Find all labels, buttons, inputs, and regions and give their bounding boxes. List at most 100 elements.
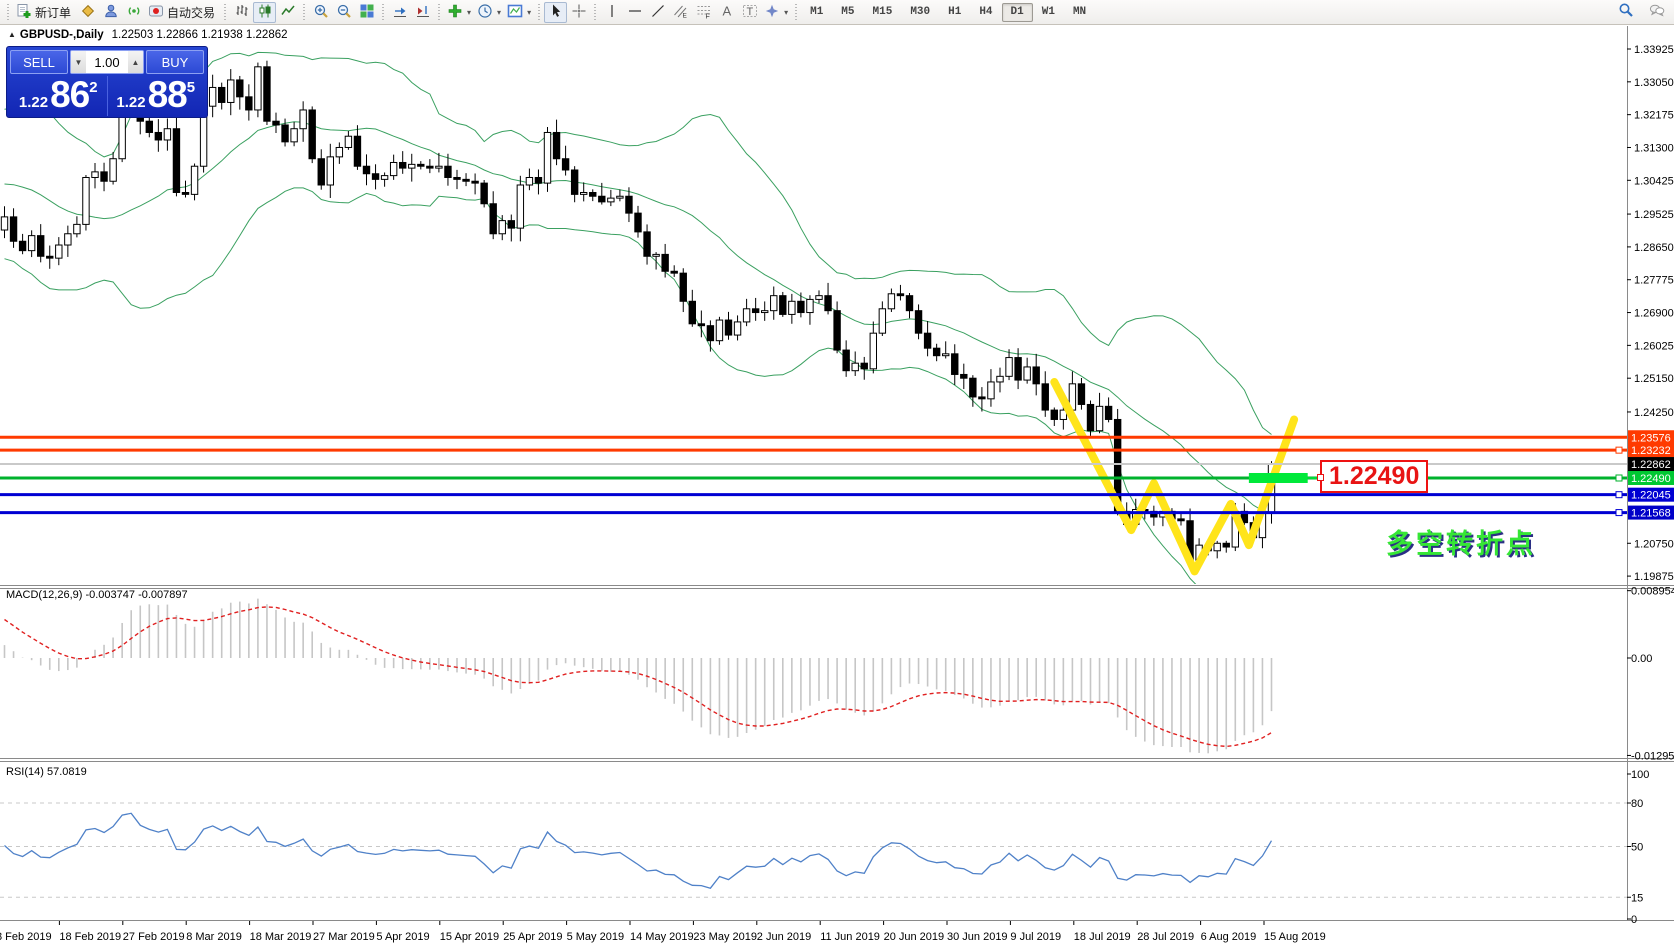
toolbar-grip[interactable] [593,4,598,20]
toolbar-grip[interactable] [437,4,442,20]
date-tick-label: 15 Aug 2019 [1264,931,1326,943]
dropdown-caret-icon: ▾ [467,7,472,17]
candlestick-chart-button[interactable] [253,1,277,23]
rsi-indicator-label: RSI(14) 57.0819 [6,766,87,778]
market-watch-button[interactable] [76,2,99,23]
timeframe-h4-button[interactable]: H4 [970,3,1001,22]
candle-body [317,158,325,186]
crosshair-button[interactable] [567,2,590,23]
indicators-button[interactable]: ▾ [444,2,474,23]
trendline-icon [650,3,666,22]
candle-body [688,300,696,325]
equidistant-channel-button[interactable]: E [669,2,692,23]
fibonacci-button[interactable]: F [692,2,715,23]
periods-button[interactable]: ▾ [474,2,504,23]
tile-windows-button[interactable] [355,2,378,23]
data-window-button[interactable] [99,2,122,23]
bollinger-upper-band [4,51,1272,435]
line-handle[interactable] [1615,474,1623,482]
sell-price[interactable]: 1.22 86 2 [18,74,98,115]
toolbar-grip[interactable] [381,4,386,20]
toolbar-grip[interactable] [794,4,799,20]
volume-increase-button[interactable]: ▲ [128,51,143,73]
bar-chart-button[interactable] [230,2,253,23]
auto-trading-button[interactable]: 自动交易 [145,2,220,23]
candle-body [851,362,859,372]
volume-input[interactable] [86,51,128,73]
date-tick-label: 25 Apr 2019 [503,931,562,943]
candle-body [263,66,271,122]
timeframe-m30-button[interactable]: M30 [901,3,939,22]
signals-button[interactable] [122,2,145,23]
zoom-out-icon [336,3,352,22]
candle-body [1032,366,1040,385]
text-button[interactable]: A [715,2,738,23]
data-window-icon [103,3,119,22]
arrows-button[interactable]: ▾ [761,2,791,23]
toolbar-grip[interactable] [537,4,542,20]
time-axis[interactable]: 8 Feb 2019 18 Feb 2019 27 Feb 2019 8 Mar 20… [0,921,1326,943]
line-handle[interactable] [1615,491,1623,499]
timeframe-mn-button[interactable]: MN [1064,3,1095,22]
trendline-button[interactable] [646,2,669,23]
turning-point-annotation[interactable]: 多空转折点 [1386,529,1536,559]
toolbar-grip[interactable] [223,4,228,20]
candle-body [996,375,1004,383]
zoom-out-button[interactable] [332,2,355,23]
candle-body [679,272,687,302]
toolbar-grip[interactable] [302,4,307,20]
candle-body [426,165,434,169]
market-watch-icon [80,3,96,22]
vertical-line-button[interactable] [600,2,623,23]
candle-body [652,253,660,257]
new-order-icon [16,3,32,22]
candle-body [100,171,108,182]
price-tag [1628,430,1674,445]
collapse-panel-icon[interactable]: ▲ [8,30,16,39]
timeframe-m15-button[interactable]: M15 [864,3,902,22]
chart-title: ▲ GBPUSD-,Daily 1.22503 1.22866 1.21938 1.… [8,29,288,41]
timeframe-w1-button[interactable]: W1 [1033,3,1064,22]
buy-button[interactable]: BUY [146,50,204,74]
buy-price[interactable]: 1.22 88 5 [106,76,205,116]
sell-button[interactable]: SELL [10,50,68,74]
chart-shift-icon [415,3,431,22]
timeframe-m5-button[interactable]: M5 [832,3,863,22]
candle-body [18,240,27,252]
highlight-segment[interactable] [1248,472,1308,483]
zigzag-annotation[interactable] [1050,378,1299,576]
new-order-button[interactable]: 新订单 [13,2,76,23]
timeframe-h1-button[interactable]: H1 [939,3,970,22]
templates-button[interactable]: ▾ [504,2,534,23]
candle-body [462,178,470,182]
candle-body [742,308,751,323]
line-chart-button[interactable] [276,2,299,23]
candle-body [706,325,715,342]
search-button[interactable] [1614,1,1637,22]
text-label-button[interactable]: T [738,2,761,23]
timeframe-d1-button[interactable]: D1 [1001,2,1033,22]
cursor-button[interactable] [544,1,568,23]
auto-scroll-button[interactable] [388,2,411,23]
timeframe-m1-button[interactable]: M1 [801,3,832,22]
chat-button[interactable] [1645,1,1668,22]
volume-decrease-button[interactable]: ▼ [71,51,86,73]
signals-icon [126,3,142,22]
date-tick-label: 5 May 2019 [567,931,624,943]
toolbar-grip[interactable] [6,4,10,20]
price-axis[interactable]: 1.33925 1.33050 1.32175 1.31300 1.30425 1.295… [1627,44,1674,926]
candle-body [82,176,90,225]
horizontal-line-button[interactable] [623,2,646,23]
chart-shift-button[interactable] [411,2,434,23]
panel-frames [0,26,1674,921]
candle-body [1014,357,1022,381]
price-callout-label[interactable]: 1.22490 [1316,460,1429,493]
price-tag [1628,487,1674,502]
line-handle[interactable] [1615,446,1623,454]
candle-body [91,171,99,178]
candle-body [878,308,887,334]
candle-body [1077,383,1086,405]
line-handle[interactable] [1615,509,1623,517]
zoom-in-button[interactable] [309,2,332,23]
price-tick-label: 1.33050 [1634,77,1674,89]
